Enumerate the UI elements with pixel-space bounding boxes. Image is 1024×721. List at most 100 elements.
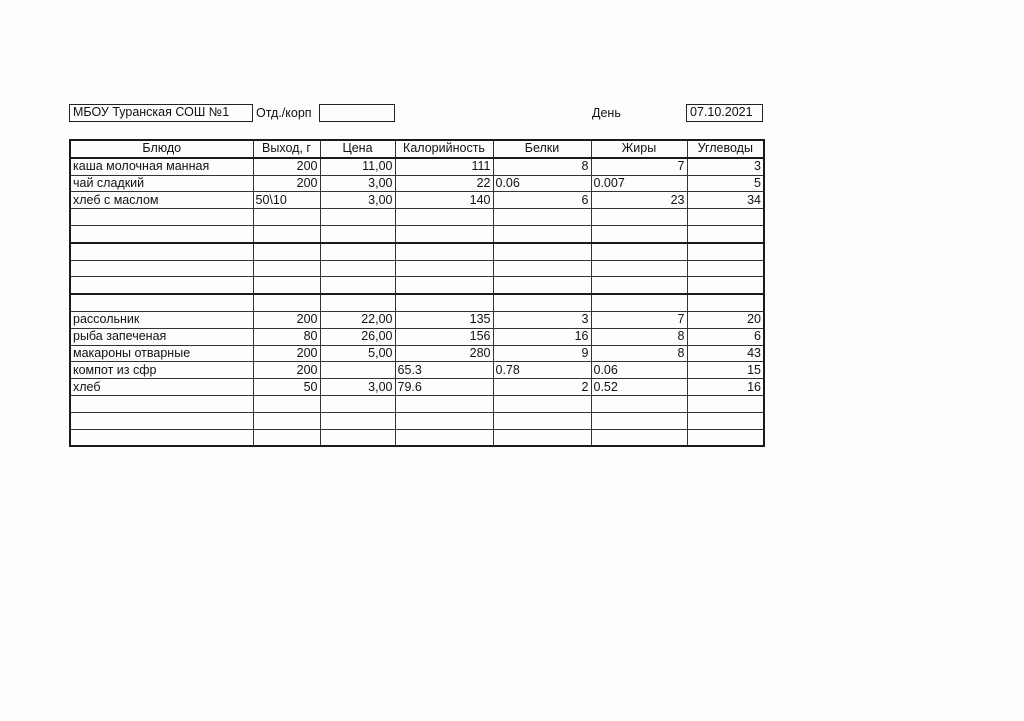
cell-calories bbox=[394, 428, 494, 447]
cell-proteins bbox=[492, 276, 592, 296]
cell-yield: 80 bbox=[252, 327, 321, 346]
cell-dish bbox=[69, 276, 254, 296]
cell-dish: макароны отварные bbox=[69, 344, 254, 363]
cell-fats bbox=[590, 242, 688, 261]
column-header-proteins: Белки bbox=[492, 139, 592, 159]
cell-dish bbox=[69, 293, 254, 312]
cell-price: 11,00 bbox=[319, 157, 396, 176]
cell-fats bbox=[590, 394, 688, 413]
table-row: компот из сфр 200 65.3 0.78 0.06 15 bbox=[69, 361, 765, 380]
table-row bbox=[69, 428, 765, 447]
cell-carbs bbox=[686, 428, 765, 447]
cell-calories bbox=[394, 242, 494, 261]
cell-fats bbox=[590, 259, 688, 278]
cell-price bbox=[319, 394, 396, 413]
cell-price: 3,00 bbox=[319, 191, 396, 210]
cell-yield: 200 bbox=[252, 361, 321, 380]
cell-proteins bbox=[492, 411, 592, 430]
cell-carbs bbox=[686, 394, 765, 413]
cell-yield: 200 bbox=[252, 157, 321, 176]
cell-yield bbox=[252, 428, 321, 447]
cell-dish bbox=[69, 428, 254, 447]
table-row: каша молочная манная 200 11,00 111 8 7 3 bbox=[69, 157, 765, 176]
cell-dish: чай сладкий bbox=[69, 174, 254, 193]
cell-yield bbox=[252, 224, 321, 244]
cell-price bbox=[319, 224, 396, 244]
cell-yield bbox=[252, 411, 321, 430]
cell-proteins bbox=[492, 293, 592, 312]
cell-proteins: 9 bbox=[492, 344, 592, 363]
cell-calories: 111 bbox=[394, 157, 494, 176]
cell-calories bbox=[394, 411, 494, 430]
cell-dish: компот из сфр bbox=[69, 361, 254, 380]
cell-fats bbox=[590, 411, 688, 430]
cell-carbs: 43 bbox=[686, 344, 765, 363]
header-row: Блюдо Выход, г Цена Калорийность Белки Жиры Уг… bbox=[69, 139, 765, 159]
table-row bbox=[69, 293, 765, 312]
column-header-fats: Жиры bbox=[590, 139, 688, 159]
table-row bbox=[69, 259, 765, 278]
cell-yield bbox=[252, 242, 321, 261]
cell-carbs bbox=[686, 293, 765, 312]
cell-carbs bbox=[686, 411, 765, 430]
table-row: хлеб с маслом 50\10 3,00 140 6 23 34 bbox=[69, 191, 765, 210]
cell-proteins bbox=[492, 394, 592, 413]
cell-carbs: 5 bbox=[686, 174, 765, 193]
table-row bbox=[69, 224, 765, 244]
cell-yield bbox=[252, 394, 321, 413]
table-row bbox=[69, 411, 765, 430]
column-header-calories: Калорийность bbox=[394, 139, 494, 159]
cell-price: 22,00 bbox=[319, 310, 396, 329]
cell-price bbox=[319, 259, 396, 278]
column-header-dish: Блюдо bbox=[69, 139, 254, 159]
cell-price: 3,00 bbox=[319, 174, 396, 193]
day-label: День bbox=[592, 106, 621, 120]
cell-fats: 7 bbox=[590, 310, 688, 329]
cell-carbs bbox=[686, 208, 765, 226]
cell-proteins bbox=[492, 208, 592, 226]
cell-carbs: 3 bbox=[686, 157, 765, 176]
cell-carbs: 6 bbox=[686, 327, 765, 346]
cell-calories bbox=[394, 208, 494, 226]
cell-yield bbox=[252, 293, 321, 312]
cell-proteins bbox=[492, 428, 592, 447]
cell-dish: каша молочная манная bbox=[69, 157, 254, 176]
table-row bbox=[69, 276, 765, 296]
cell-calories: 140 bbox=[394, 191, 494, 210]
cell-proteins: 6 bbox=[492, 191, 592, 210]
cell-fats: 8 bbox=[590, 327, 688, 346]
cell-dish bbox=[69, 259, 254, 278]
cell-calories bbox=[394, 394, 494, 413]
cell-fats: 0.52 bbox=[590, 378, 688, 396]
cell-price bbox=[319, 411, 396, 430]
cell-calories bbox=[394, 293, 494, 312]
cell-proteins: 16 bbox=[492, 327, 592, 346]
cell-price bbox=[319, 208, 396, 226]
table-row bbox=[69, 208, 765, 226]
dept-field[interactable] bbox=[319, 104, 395, 122]
cell-calories bbox=[394, 259, 494, 278]
cell-calories: 280 bbox=[394, 344, 494, 363]
cell-yield: 200 bbox=[252, 310, 321, 329]
column-header-yield: Выход, г bbox=[252, 139, 321, 159]
cell-calories bbox=[394, 276, 494, 296]
cell-fats bbox=[590, 224, 688, 244]
column-header-carbs: Углеводы bbox=[686, 139, 765, 159]
table-row: макароны отварные 200 5,00 280 9 8 43 bbox=[69, 344, 765, 363]
cell-fats: 0.007 bbox=[590, 174, 688, 193]
cell-carbs bbox=[686, 242, 765, 261]
cell-dish: рассольник bbox=[69, 310, 254, 329]
cell-proteins bbox=[492, 242, 592, 261]
cell-yield: 200 bbox=[252, 174, 321, 193]
cell-yield bbox=[252, 259, 321, 278]
cell-calories bbox=[394, 224, 494, 244]
table-row bbox=[69, 394, 765, 413]
cell-fats: 0.06 bbox=[590, 361, 688, 380]
cell-price bbox=[319, 293, 396, 312]
cell-calories: 65.3 bbox=[394, 361, 494, 380]
cell-dish: хлеб bbox=[69, 378, 254, 396]
cell-fats bbox=[590, 428, 688, 447]
table-row bbox=[69, 242, 765, 261]
cell-calories: 135 bbox=[394, 310, 494, 329]
column-header-price: Цена bbox=[319, 139, 396, 159]
